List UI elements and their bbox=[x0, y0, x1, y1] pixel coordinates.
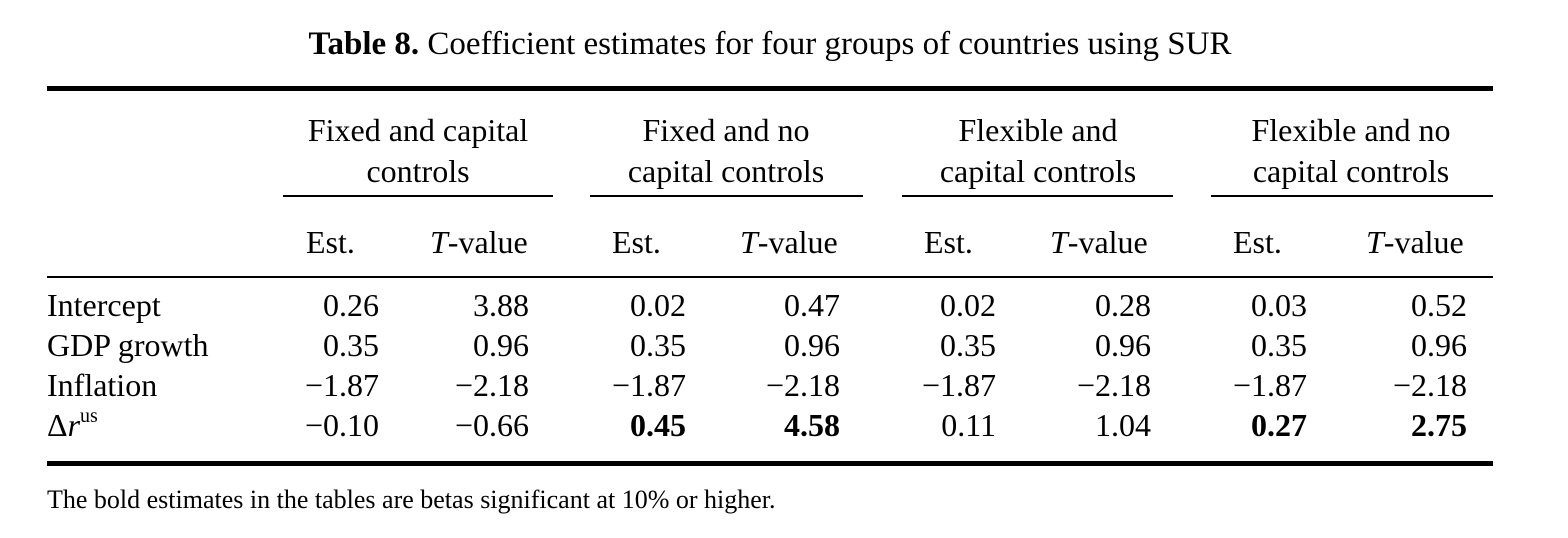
table-cell-r4-est-g1: −0.10 bbox=[304, 407, 379, 443]
table-cell-r4-t-value-g3: 1.04 bbox=[1095, 407, 1151, 443]
row-label-gdp-growth: GDP growth bbox=[47, 327, 209, 363]
row-label-delta-r-us: Δrus bbox=[47, 405, 98, 443]
header-rule bbox=[47, 276, 1493, 278]
table-footnote: The bold estimates in the tables are bet… bbox=[47, 485, 776, 514]
subheader-t-value: T-value bbox=[1366, 224, 1464, 260]
table-cell-r1-est-g1: 0.26 bbox=[323, 287, 379, 323]
table-title: Coefficient estimates for four groups of… bbox=[427, 26, 1232, 62]
group-header-fixed-capital-controls: Fixed and capital controls bbox=[307, 112, 529, 189]
table-caption: Table 8. Coefficient estimates for four … bbox=[0, 22, 1540, 66]
table-cell-r2-est-g3: 0.35 bbox=[940, 327, 996, 363]
table-cell-r1-est-g4: 0.03 bbox=[1251, 287, 1307, 323]
table-cell-r2-t-value-g2: 0.96 bbox=[784, 327, 840, 363]
top-rule bbox=[47, 86, 1493, 91]
table-cell-r1-t-value-g4: 0.52 bbox=[1411, 287, 1467, 323]
table-cell-r4-est-g3: 0.11 bbox=[941, 407, 996, 443]
subheader-est: Est. bbox=[612, 224, 661, 260]
table-cell-r1-t-value-g1: 3.88 bbox=[473, 287, 529, 323]
table-cell-r3-t-value-g4: −2.18 bbox=[1392, 367, 1467, 403]
table-cell-r1-t-value-g3: 0.28 bbox=[1095, 287, 1151, 323]
table-cell-r3-est-g4: −1.87 bbox=[1232, 367, 1307, 403]
table-cell-r2-t-value-g3: 0.96 bbox=[1095, 327, 1151, 363]
subheader-est: Est. bbox=[924, 224, 973, 260]
table-label: Table 8. bbox=[308, 26, 420, 62]
table-cell-r2-est-g1: 0.35 bbox=[323, 327, 379, 363]
table-cell-r3-t-value-g2: −2.18 bbox=[765, 367, 840, 403]
table-cell-r1-t-value-g2: 0.47 bbox=[784, 287, 840, 323]
table-cell-r4-t-value-g4: 2.75 bbox=[1411, 407, 1467, 443]
group-rule-4 bbox=[1211, 195, 1493, 197]
table-cell-r4-t-value-g2: 4.58 bbox=[784, 407, 840, 443]
table-cell-r3-est-g3: −1.87 bbox=[921, 367, 996, 403]
table-cell-r3-est-g2: −1.87 bbox=[611, 367, 686, 403]
table-cell-r4-est-g2: 0.45 bbox=[630, 407, 686, 443]
subheader-est: Est. bbox=[306, 224, 355, 260]
group-rule-2 bbox=[590, 195, 863, 197]
table-cell-r3-est-g1: −1.87 bbox=[304, 367, 379, 403]
table-cell-r2-est-g2: 0.35 bbox=[630, 327, 686, 363]
bottom-rule bbox=[47, 461, 1493, 466]
table-cell-r1-est-g3: 0.02 bbox=[940, 287, 996, 323]
row-label-inflation: Inflation bbox=[47, 367, 158, 403]
group-rule-3 bbox=[902, 195, 1173, 197]
subheader-t-value: T-value bbox=[430, 224, 528, 260]
group-rule-1 bbox=[283, 195, 553, 197]
row-label-intercept: Intercept bbox=[47, 287, 161, 323]
table-cell-r3-t-value-g1: −2.18 bbox=[454, 367, 529, 403]
table-cell-r1-est-g2: 0.02 bbox=[630, 287, 686, 323]
subheader-t-value: T-value bbox=[740, 224, 838, 260]
subheader-t-value: T-value bbox=[1050, 224, 1148, 260]
table-cell-r2-t-value-g1: 0.96 bbox=[473, 327, 529, 363]
group-header-fixed-no-capital-controls: Fixed and no capital controls bbox=[627, 112, 825, 189]
group-header-flexible-no-capital-controls: Flexible and no capital controls bbox=[1251, 112, 1451, 189]
table-cell-r2-est-g4: 0.35 bbox=[1251, 327, 1307, 363]
table-cell-r2-t-value-g4: 0.96 bbox=[1411, 327, 1467, 363]
table-cell-r4-est-g4: 0.27 bbox=[1251, 407, 1307, 443]
table-cell-r4-t-value-g1: −0.66 bbox=[454, 407, 529, 443]
group-header-flexible-capital-controls: Flexible and capital controls bbox=[939, 112, 1137, 189]
table-cell-r3-t-value-g3: −2.18 bbox=[1076, 367, 1151, 403]
subheader-est: Est. bbox=[1233, 224, 1282, 260]
